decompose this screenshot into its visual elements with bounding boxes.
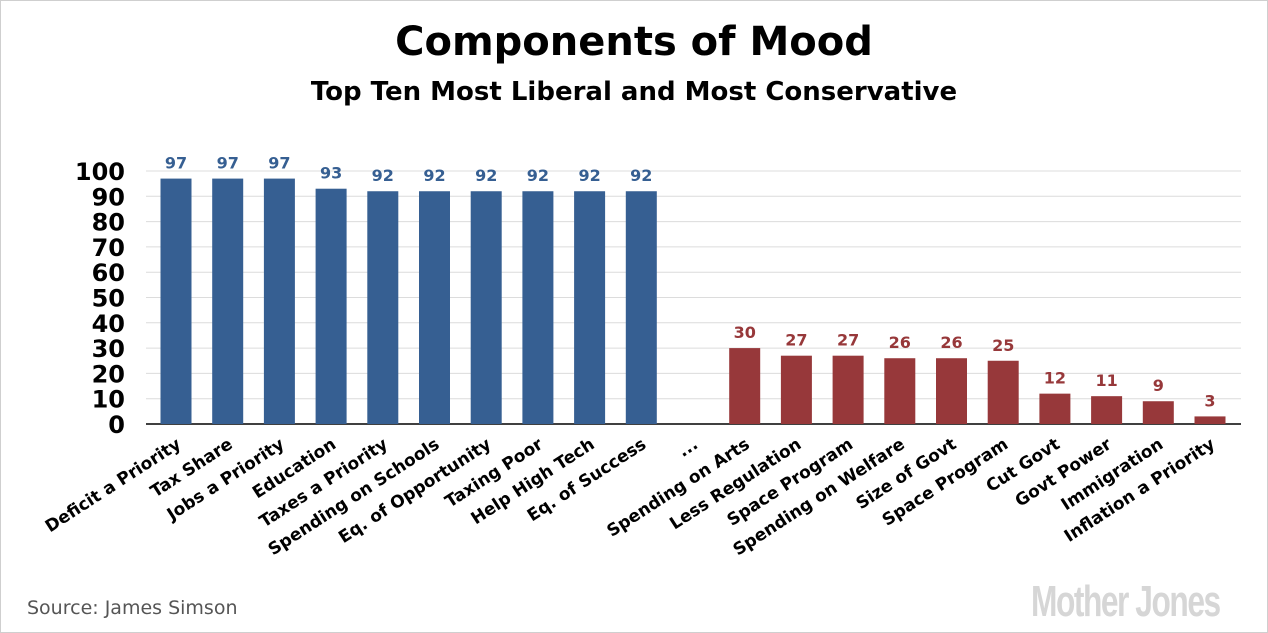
bar: [884, 358, 916, 424]
data-label: 11: [1095, 371, 1117, 390]
bar: [936, 358, 967, 424]
y-tick-label: 60: [92, 259, 125, 287]
chart-title: Components of Mood: [395, 19, 873, 65]
data-label: 97: [217, 154, 239, 173]
chart-subtitle: Top Ten Most Liberal and Most Conservati…: [310, 77, 958, 107]
y-tick-label: 70: [92, 234, 125, 262]
data-label: 30: [734, 323, 756, 342]
bar: [987, 360, 1019, 424]
data-label: 12: [1044, 369, 1066, 388]
bar: [470, 191, 502, 424]
source-note: Source: James Simson: [27, 597, 238, 619]
data-label: 92: [475, 166, 497, 185]
publisher-logo: Mother Jones: [1031, 577, 1221, 626]
data-label: 92: [423, 166, 445, 185]
bar: [625, 191, 657, 424]
bar: [780, 355, 812, 424]
data-label: 97: [165, 154, 187, 173]
data-label: 92: [527, 166, 549, 185]
y-tick-label: 80: [92, 209, 125, 237]
data-label: 93: [320, 164, 342, 183]
data-label: 92: [372, 166, 394, 185]
bar: [522, 191, 554, 424]
y-tick-label: 10: [92, 386, 125, 414]
bar: [160, 178, 192, 424]
y-tick-label: 50: [92, 285, 125, 313]
bar: [1194, 416, 1226, 424]
bar: [212, 178, 244, 424]
data-label: 92: [578, 166, 600, 185]
y-tick-label: 90: [92, 183, 125, 211]
bar: [263, 178, 295, 424]
data-label: 97: [268, 154, 290, 173]
y-tick-label: 20: [92, 360, 125, 388]
bar: [419, 191, 450, 424]
data-label: 25: [992, 336, 1014, 355]
x-tick-label: ...: [675, 434, 702, 461]
bar: [367, 191, 399, 424]
data-label: 92: [630, 166, 652, 185]
bar: [1091, 396, 1123, 424]
data-label: 3: [1204, 391, 1215, 410]
data-label: 26: [940, 333, 962, 352]
bar: [315, 188, 347, 424]
y-tick-label: 100: [75, 158, 125, 186]
bar: [1039, 393, 1071, 424]
y-tick-label: 0: [108, 411, 125, 439]
data-label: 26: [889, 333, 911, 352]
data-label: 9: [1153, 376, 1164, 395]
bar: [832, 355, 864, 424]
bar: [729, 348, 761, 424]
data-label: 27: [785, 331, 807, 350]
bar: [574, 191, 606, 424]
y-tick-label: 40: [92, 310, 125, 338]
bar: [1142, 401, 1174, 424]
data-label: 27: [837, 331, 859, 350]
y-tick-label: 30: [92, 335, 125, 363]
